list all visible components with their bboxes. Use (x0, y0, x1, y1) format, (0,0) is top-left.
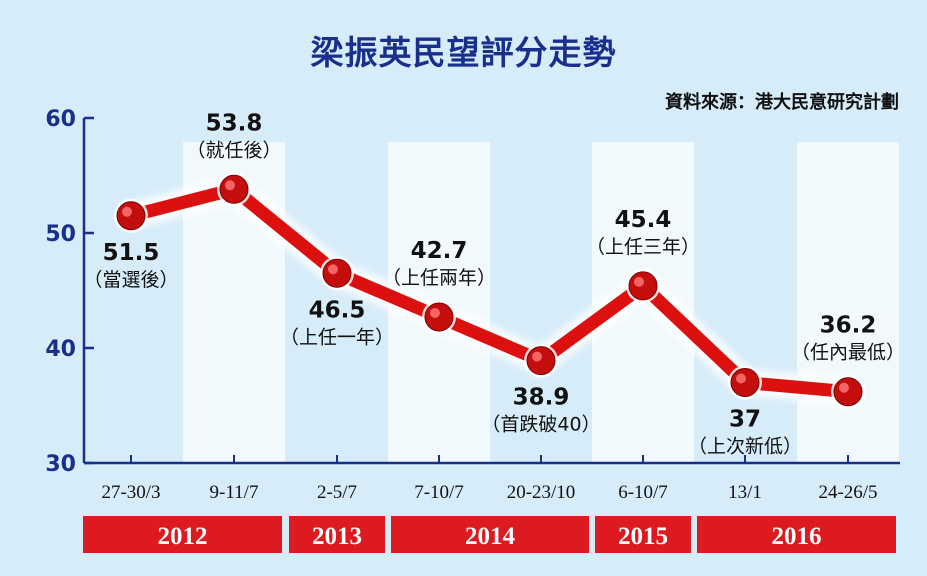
y-tick-label: 60 (45, 107, 76, 132)
data-annotation: （任內最低） (791, 342, 905, 364)
data-annotation: （就任後） (186, 139, 281, 161)
data-point-highlight (634, 276, 644, 287)
data-point-highlight (328, 264, 338, 275)
data-annotation: （上任兩年） (382, 267, 496, 289)
y-tick-label: 40 (45, 337, 76, 362)
data-point-highlight (430, 307, 440, 318)
x-tick-label: 27-30/3 (101, 482, 160, 503)
x-tick-label: 13/1 (728, 482, 762, 503)
year-box (83, 516, 282, 553)
series-line (124, 182, 855, 399)
year-box (289, 516, 385, 553)
x-tick-label: 6-10/7 (618, 482, 668, 503)
data-point (219, 174, 249, 204)
year-label: 2015 (618, 523, 668, 550)
data-value-label: 53.8 (206, 110, 263, 136)
data-annotation: （上任三年） (586, 236, 700, 258)
y-tick-label: 50 (45, 222, 76, 247)
year-label: 2013 (312, 523, 362, 550)
data-point (526, 346, 556, 376)
year-box (595, 516, 691, 553)
data-point (730, 368, 760, 397)
data-point (833, 377, 863, 407)
data-value-label: 45.4 (615, 207, 672, 233)
data-value-label: 46.5 (309, 297, 366, 323)
x-tick-label: 24-26/5 (818, 482, 877, 503)
data-annotation: （首跌破40） (481, 414, 600, 436)
year-label: 2016 (772, 523, 822, 550)
year-box (391, 516, 589, 553)
data-point-highlight (122, 206, 132, 217)
data-point (322, 258, 352, 288)
data-point-highlight (532, 351, 542, 362)
x-tick-label: 7-10/7 (414, 482, 464, 503)
chart-title: 梁振英民望評分走勢 (310, 33, 617, 72)
x-tick-label: 20-23/10 (507, 482, 576, 503)
column-band (797, 142, 899, 463)
data-point (424, 302, 454, 332)
year-box (697, 516, 896, 553)
data-point-highlight (225, 180, 235, 191)
data-annotation: （上次新低） (688, 436, 802, 458)
data-value-label: 51.5 (103, 240, 160, 266)
year-label: 2014 (465, 523, 516, 550)
year-label: 2012 (158, 523, 208, 550)
data-value-label: 38.9 (513, 385, 570, 411)
data-value-label: 37 (729, 407, 761, 433)
x-tick-label: 2-5/7 (317, 482, 357, 503)
y-tick-label: 30 (45, 452, 76, 477)
data-annotation: （上任一年） (280, 326, 394, 348)
data-point-highlight (839, 382, 849, 393)
data-value-label: 36.2 (820, 313, 877, 339)
data-point (116, 201, 146, 231)
data-value-label: 42.7 (411, 238, 468, 264)
data-annotation: （當選後） (83, 269, 178, 291)
data-point (628, 271, 658, 301)
source-note: 資料來源：港大民意研究計劃 (665, 92, 899, 113)
data-point-highlight (736, 373, 746, 384)
x-tick-label: 9-11/7 (210, 482, 259, 503)
